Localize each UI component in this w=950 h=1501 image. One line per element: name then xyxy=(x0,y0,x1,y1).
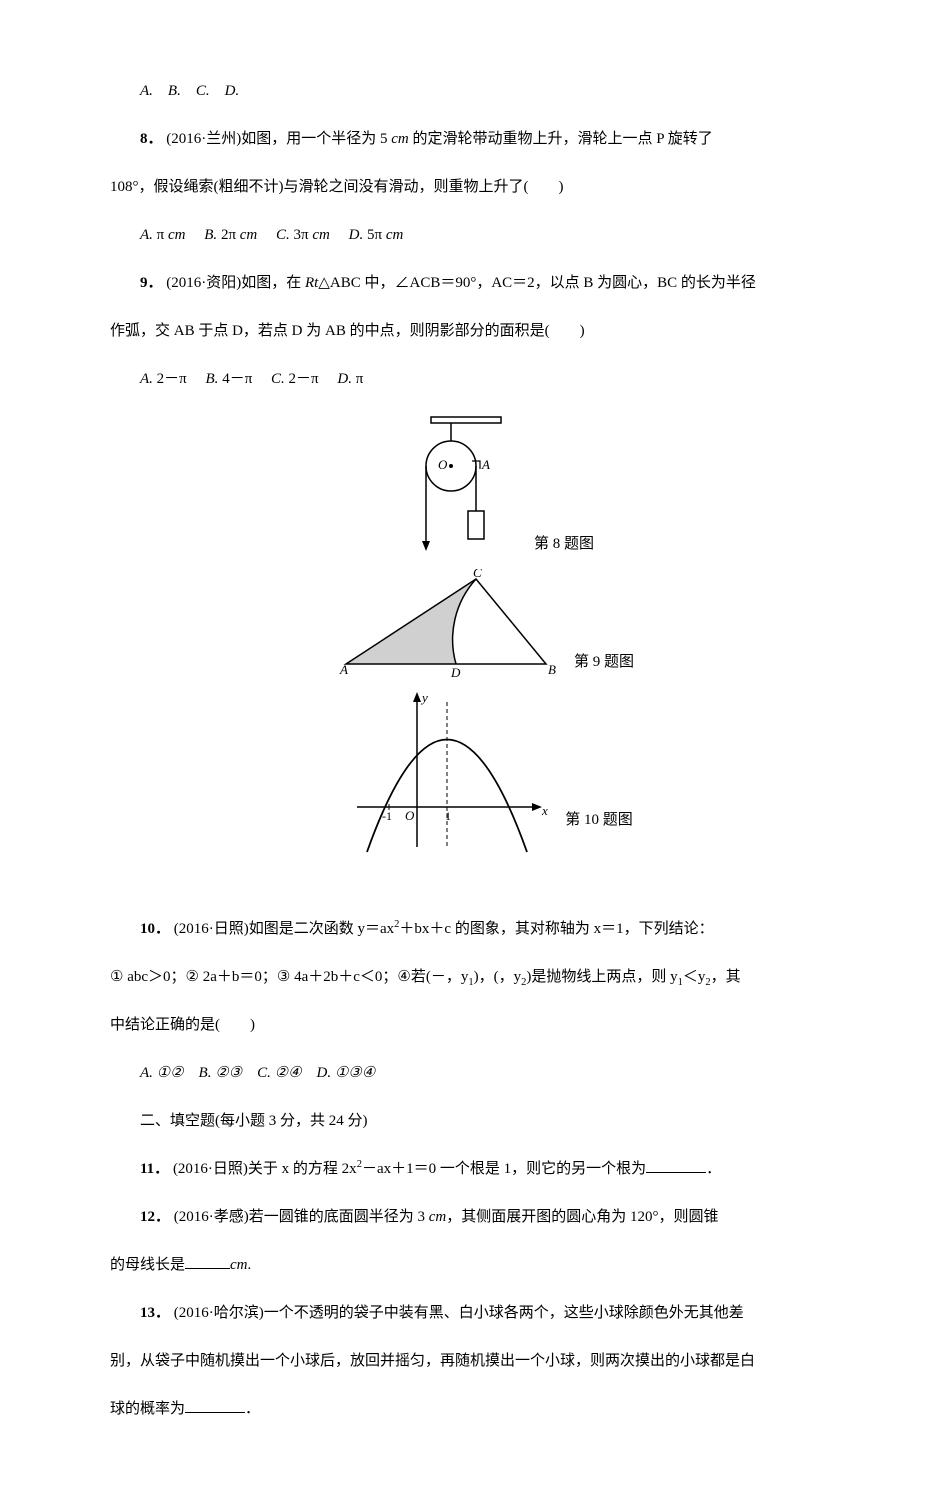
q10-line3-text: 中结论正确的是( ) xyxy=(110,1017,255,1033)
q8-optB-pre: B. xyxy=(204,227,217,243)
q12-text-b: ，其侧面展开图的圆心角为 120°，则圆锥 xyxy=(446,1209,718,1225)
label-neg1: -1 xyxy=(382,809,392,823)
q12-l2b: cm xyxy=(230,1257,248,1273)
fig10-caption: 第 10 题图 xyxy=(565,804,633,837)
q8-cm-d: cm xyxy=(386,227,404,243)
q11-text-b: －ax＋1＝0 一个根是 1，则它的另一个根为 xyxy=(362,1161,646,1177)
q12-line2: 的母线长是 cm. xyxy=(110,1249,860,1282)
fig8-caption: 第 8 题图 xyxy=(534,528,594,561)
q13-l3a: 球的概率为 xyxy=(110,1401,185,1417)
q9-optD-pre: D. xyxy=(337,371,352,387)
q8-line2-text: 108°，假设绳索(粗细不计)与滑轮之间没有滑动，则重物上升了( ) xyxy=(110,179,563,195)
q10-line2: ① abc＞0；② 2a＋b＝0；③ 4a＋2b＋c＜0；④若(－，y1)，(，… xyxy=(110,961,860,994)
q10-l2b: )，(，y xyxy=(474,969,522,985)
q9-num: 9． xyxy=(140,275,163,291)
figure-9-block: A B C D 第 9 题图 xyxy=(110,569,860,679)
q9-text-a: (2016·资阳)如图，在 xyxy=(166,275,305,291)
q10-options: A. ①② B. ②③ C. ②④ D. ①③④ xyxy=(110,1057,860,1090)
q8-optA: π xyxy=(157,227,168,243)
q9-text-b: △ABC 中，∠ACB＝90°，AC＝2，以点 B 为圆心，BC 的长为半径 xyxy=(318,275,756,291)
q8-optA-pre: A. xyxy=(140,227,153,243)
parabola-diagram: y x O -1 1 xyxy=(337,687,557,857)
q13-num: 13． xyxy=(140,1305,170,1321)
q10-text-a: (2016·日照)如图是二次函数 y＝ax xyxy=(174,921,394,937)
q8-options: A. π cm B. 2π cm C. 3π cm D. 5π cm xyxy=(110,219,860,252)
triangle-diagram: A B C D xyxy=(336,569,566,679)
q12-text-a: (2016·孝感)若一圆锥的底面圆半径为 3 xyxy=(174,1209,429,1225)
q8-optC: 3π xyxy=(294,227,313,243)
q8-text-a: (2016·兰州)如图，用一个半径为 5 xyxy=(166,131,391,147)
label-A9: A xyxy=(339,662,348,677)
q9-optA-pre: A. xyxy=(140,371,153,387)
q13-l2: 别，从袋子中随机摸出一个小球后，放回并摇匀，再随机摸出一个小球，则两次摸出的小球… xyxy=(110,1353,755,1369)
q9-line2: 作弧，交 AB 于点 D，若点 D 为 AB 的中点，则阴影部分的面积是( ) xyxy=(110,315,860,348)
figure-10-block: y x O -1 1 第 10 题图 xyxy=(110,687,860,857)
label-O10: O xyxy=(405,808,415,823)
label-B9: B xyxy=(548,662,556,677)
q9-line2-text: 作弧，交 AB 于点 D，若点 D 为 AB 的中点，则阴影部分的面积是( ) xyxy=(110,323,585,339)
q8-optD: 5π xyxy=(367,227,386,243)
q10-l2c: )是抛物线上两点，则 y xyxy=(526,969,677,985)
q13-line2: 别，从袋子中随机摸出一个小球后，放回并摇匀，再随机摸出一个小球，则两次摸出的小球… xyxy=(110,1345,860,1378)
q8-optC-pre: C. xyxy=(276,227,290,243)
q10-num: 10． xyxy=(140,921,170,937)
q12-num: 12． xyxy=(140,1209,170,1225)
pulley-diagram: O A xyxy=(376,411,526,561)
q8-line1: 8． (2016·兰州)如图，用一个半径为 5 cm 的定滑轮带动重物上升，滑轮… xyxy=(110,123,860,156)
q8-num: 8． xyxy=(140,131,163,147)
q10-l2e: ，其 xyxy=(711,969,741,985)
section-2-header: 二、填空题(每小题 3 分，共 24 分) xyxy=(110,1105,860,1138)
q11-blank xyxy=(646,1157,706,1173)
q9-optB-pre: B. xyxy=(206,371,219,387)
q10-line1: 10． (2016·日照)如图是二次函数 y＝ax2＋bx＋c 的图象，其对称轴… xyxy=(110,913,860,946)
q11-end: ． xyxy=(706,1161,721,1177)
q10-line3: 中结论正确的是( ) xyxy=(110,1009,860,1042)
label-A: A xyxy=(481,457,490,472)
label-one: 1 xyxy=(445,809,451,823)
q10-text-b: ＋bx＋c 的图象，其对称轴为 x＝1，下列结论： xyxy=(399,921,713,937)
label-x: x xyxy=(541,803,548,818)
q7-opts-text: A. B. C. D. xyxy=(140,83,239,99)
label-D9: D xyxy=(450,665,461,679)
q9-optB: 4－π xyxy=(222,371,252,387)
q9-optC-pre: C. xyxy=(271,371,285,387)
sec2-text: 二、填空题(每小题 3 分，共 24 分) xyxy=(140,1113,368,1129)
q13-line3: 球的概率为 ． xyxy=(110,1393,860,1426)
q9-options: A. 2－π B. 4－π C. 2－π D. π xyxy=(110,363,860,396)
q10-l2a: ① abc＞0；② 2a＋b＝0；③ 4a＋2b＋c＜0；④若(－，y xyxy=(110,969,468,985)
figure-8-block: O A 第 8 题图 xyxy=(110,411,860,561)
q13-blank xyxy=(185,1397,245,1413)
q7-options: A. B. C. D. xyxy=(110,75,860,108)
q11-num: 11． xyxy=(140,1161,169,1177)
q8-optD-pre: D. xyxy=(349,227,364,243)
q13-line1: 13． (2016·哈尔滨)一个不透明的袋子中装有黑、白小球各两个，这些小球除颜… xyxy=(110,1297,860,1330)
q8-cm-a: cm xyxy=(168,227,186,243)
q8-cm-b: cm xyxy=(240,227,258,243)
label-C9: C xyxy=(473,569,482,580)
q9-optA: 2－π xyxy=(157,371,187,387)
q12-l2c: . xyxy=(248,1257,252,1273)
q9-line1: 9． (2016·资阳)如图，在 Rt△ABC 中，∠ACB＝90°，AC＝2，… xyxy=(110,267,860,300)
q8-text-b: 的定滑轮带动重物上升，滑轮上一点 P 旋转了 xyxy=(409,131,713,147)
fig9-caption: 第 9 题图 xyxy=(574,646,634,679)
q8-optB: 2π xyxy=(221,227,240,243)
q9-optD: π xyxy=(356,371,364,387)
q9-rt: Rt xyxy=(305,275,318,291)
q8-cm-c: cm xyxy=(312,227,330,243)
q11-line: 11． (2016·日照)关于 x 的方程 2x2－ax＋1＝0 一个根是 1，… xyxy=(110,1153,860,1186)
q12-blank xyxy=(185,1253,230,1269)
q13-text: (2016·哈尔滨)一个不透明的袋子中装有黑、白小球各两个，这些小球除颜色外无其… xyxy=(174,1305,744,1321)
label-O: O xyxy=(438,457,448,472)
q12-line1: 12． (2016·孝感)若一圆锥的底面圆半径为 3 cm，其侧面展开图的圆心角… xyxy=(110,1201,860,1234)
q9-optC: 2－π xyxy=(289,371,319,387)
q11-text-a: (2016·日照)关于 x 的方程 2x xyxy=(173,1161,357,1177)
q12-l2a: 的母线长是 xyxy=(110,1257,185,1273)
q10-opts: A. ①② B. ②③ C. ②④ D. ①③④ xyxy=(140,1065,375,1081)
q13-l3b: ． xyxy=(245,1401,260,1417)
q8-line2: 108°，假设绳索(粗细不计)与滑轮之间没有滑动，则重物上升了( ) xyxy=(110,171,860,204)
q8-cm: cm xyxy=(391,131,409,147)
label-y: y xyxy=(420,690,428,705)
q12-cm: cm xyxy=(429,1209,447,1225)
q10-l2d: ＜y xyxy=(683,969,706,985)
